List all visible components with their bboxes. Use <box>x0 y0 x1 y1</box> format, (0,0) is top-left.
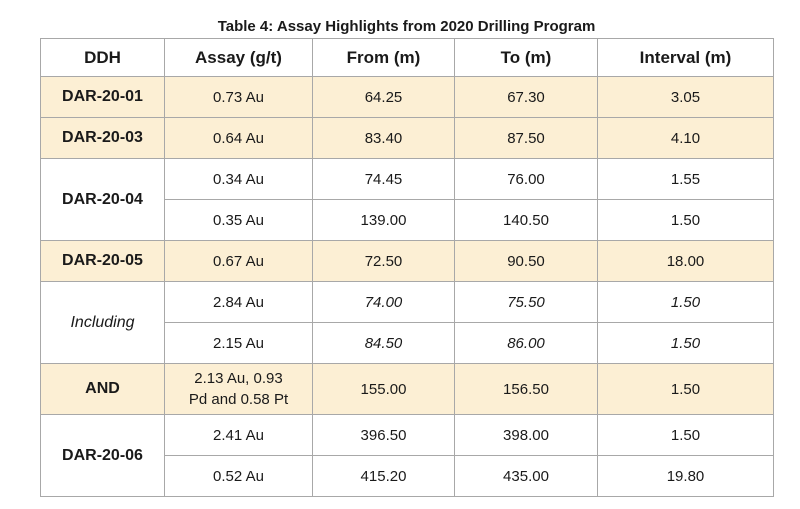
assay-cell: 2.15 Au <box>164 322 313 364</box>
header-to: To (m) <box>454 38 598 77</box>
interval-cell: 4.10 <box>597 117 774 159</box>
assay-cell: 0.35 Au <box>164 199 313 241</box>
to-cell: 398.00 <box>454 414 598 456</box>
to-cell: 90.50 <box>454 240 598 282</box>
assay-cell: 0.34 Au <box>164 158 313 200</box>
ddh-cell: DAR-20-05 <box>40 240 165 282</box>
header-ddh: DDH <box>40 38 165 77</box>
ddh-cell: DAR-20-04 <box>40 158 165 241</box>
header-interval: Interval (m) <box>597 38 774 77</box>
interval-cell: 19.80 <box>597 455 774 497</box>
assay-cell: 0.52 Au <box>164 455 313 497</box>
from-cell: 74.00 <box>312 281 455 323</box>
interval-cell: 1.50 <box>597 281 774 323</box>
table-row: Including 2.84 Au 74.00 75.50 1.50 <box>40 281 774 364</box>
table-row: 0.35 Au 139.00 140.50 1.50 <box>41 199 774 241</box>
from-cell: 83.40 <box>312 117 455 159</box>
to-cell: 156.50 <box>454 363 598 415</box>
from-cell: 72.50 <box>312 240 455 282</box>
header-from: From (m) <box>312 38 455 77</box>
from-cell: 64.25 <box>312 76 455 118</box>
table-row: DAR-20-05 0.67 Au 72.50 90.50 18.00 <box>40 240 774 282</box>
ddh-cell: DAR-20-06 <box>40 414 165 497</box>
assay-cell: 0.64 Au <box>164 117 313 159</box>
table-row: DAR-20-06 2.41 Au 396.50 398.00 1.50 <box>40 414 774 497</box>
interval-cell: 1.50 <box>597 414 774 456</box>
table-row: AND 2.13 Au, 0.93 Pd and 0.58 Pt 155.00 … <box>40 363 774 415</box>
to-cell: 435.00 <box>454 455 598 497</box>
assay-cell: 0.73 Au <box>164 76 313 118</box>
from-cell: 74.45 <box>312 158 455 200</box>
to-cell: 87.50 <box>454 117 598 159</box>
from-cell: 139.00 <box>312 199 455 241</box>
to-cell: 140.50 <box>454 199 598 241</box>
assay-cell: 0.67 Au <box>164 240 313 282</box>
from-cell: 396.50 <box>312 414 455 456</box>
interval-cell: 1.50 <box>597 363 774 415</box>
ddh-cell: AND <box>40 363 165 415</box>
to-cell: 76.00 <box>454 158 598 200</box>
assay-cell: 2.84 Au <box>164 281 313 323</box>
assay-line: 2.13 Au, 0.93 <box>194 370 283 387</box>
to-cell: 86.00 <box>454 322 598 364</box>
assay-line: Pd and 0.58 Pt <box>188 391 289 408</box>
assay-cell: 2.41 Au <box>164 414 313 456</box>
interval-cell: 18.00 <box>597 240 774 282</box>
from-cell: 155.00 <box>312 363 455 415</box>
header-assay: Assay (g/t) <box>164 38 313 77</box>
assay-cell: 2.13 Au, 0.93 Pd and 0.58 Pt <box>164 363 313 415</box>
to-cell: 75.50 <box>454 281 598 323</box>
from-cell: 415.20 <box>312 455 455 497</box>
table-row: DAR-20-01 0.73 Au 64.25 67.30 3.05 <box>40 76 774 118</box>
table-row: DAR-20-04 0.34 Au 74.45 76.00 1.55 <box>40 158 774 241</box>
interval-cell: 1.50 <box>597 199 774 241</box>
interval-cell: 1.50 <box>597 322 774 364</box>
to-cell: 67.30 <box>454 76 598 118</box>
header-row: DDH Assay (g/t) From (m) To (m) Interval… <box>40 38 774 77</box>
ddh-cell: Including <box>40 281 165 364</box>
table-row: DAR-20-03 0.64 Au 83.40 87.50 4.10 <box>40 117 774 159</box>
from-cell: 84.50 <box>312 322 455 364</box>
interval-cell: 1.55 <box>597 158 774 200</box>
table-row: 2.15 Au 84.50 86.00 1.50 <box>41 322 774 364</box>
ddh-cell: DAR-20-01 <box>40 76 165 118</box>
table-row: 0.52 Au 415.20 435.00 19.80 <box>41 455 774 497</box>
assay-table: DDH Assay (g/t) From (m) To (m) Interval… <box>40 38 774 497</box>
table-caption: Table 4: Assay Highlights from 2020 Dril… <box>217 18 596 35</box>
interval-cell: 3.05 <box>597 76 774 118</box>
ddh-cell: DAR-20-03 <box>40 117 165 159</box>
